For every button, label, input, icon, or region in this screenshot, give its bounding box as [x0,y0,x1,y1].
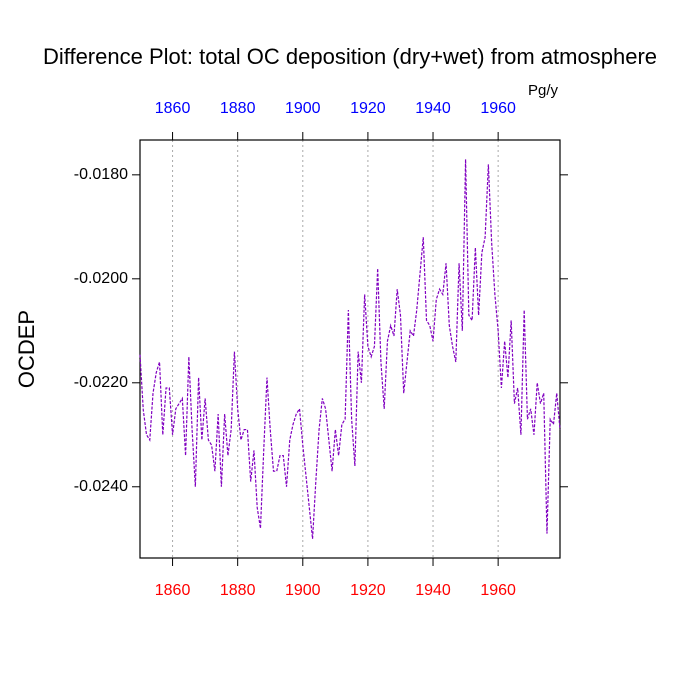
y-axis-label: OCDEP [14,310,39,388]
x-top-tick-label: 1860 [155,100,191,117]
x-tick-label: 1920 [350,582,386,599]
x-top-tick-label: 1900 [285,100,321,117]
x-tick-label: 1860 [155,582,191,599]
x-tick-label: 1900 [285,582,321,599]
x-tick-label: 1960 [480,582,516,599]
chart-title: Difference Plot: total OC deposition (dr… [43,44,657,69]
y-tick-label: -0.0240 [74,478,128,495]
y-tick-label: -0.0220 [74,374,128,391]
x-tick-label: 1940 [415,582,451,599]
x-top-tick-label: 1920 [350,100,386,117]
x-top-tick-label: 1880 [220,100,256,117]
plot-frame [139,139,561,559]
y-tick-label: -0.0180 [74,166,128,183]
y-tick-label: -0.0200 [74,270,128,287]
data-line [139,159,561,539]
units-label: Pg/y [528,82,559,99]
x-top-tick-label: 1960 [480,100,516,117]
x-tick-label: 1880 [220,582,256,599]
x-top-tick-label: 1940 [415,100,451,117]
